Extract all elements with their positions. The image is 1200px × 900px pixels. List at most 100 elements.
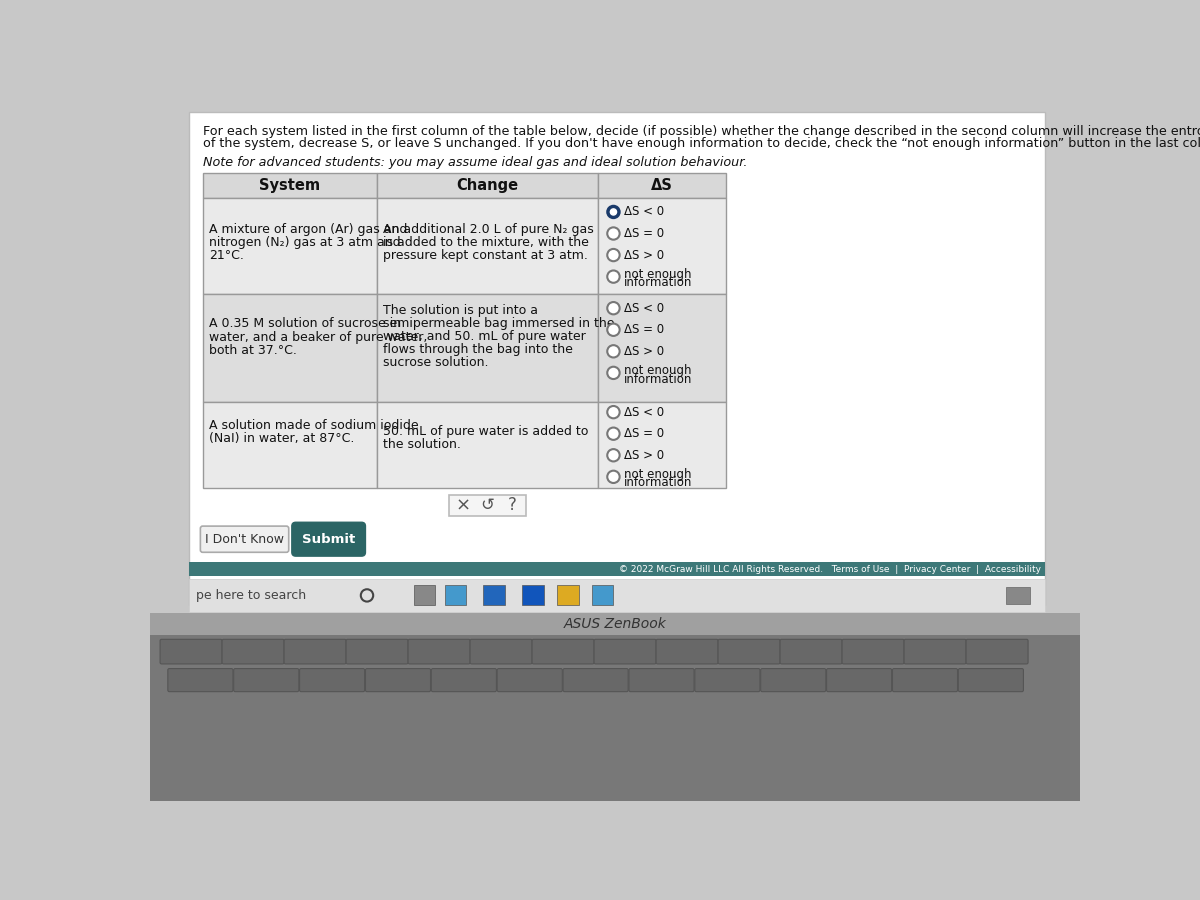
Text: flows through the bag into the: flows through the bag into the <box>383 343 574 356</box>
Circle shape <box>607 302 619 314</box>
Text: ASUS ZenBook: ASUS ZenBook <box>564 616 666 631</box>
Text: information: information <box>624 476 692 490</box>
Circle shape <box>607 366 619 379</box>
FancyBboxPatch shape <box>470 639 532 664</box>
Text: ΔS = 0: ΔS = 0 <box>624 227 665 240</box>
Circle shape <box>607 428 619 440</box>
Circle shape <box>607 406 619 419</box>
Text: not enough: not enough <box>624 268 691 281</box>
Bar <box>377 402 598 489</box>
Text: (NaI) in water, at 87°C.: (NaI) in water, at 87°C. <box>209 432 354 446</box>
Text: water, and 50. mL of pure water: water, and 50. mL of pure water <box>383 329 586 343</box>
Bar <box>1007 587 1030 604</box>
Bar <box>377 294 598 402</box>
Text: I Don't Know: I Don't Know <box>205 533 284 545</box>
Text: ΔS: ΔS <box>650 178 673 194</box>
FancyBboxPatch shape <box>234 669 299 692</box>
Bar <box>449 494 527 516</box>
Text: Change: Change <box>456 178 518 194</box>
FancyBboxPatch shape <box>408 639 470 664</box>
FancyBboxPatch shape <box>200 526 289 553</box>
Bar <box>598 294 726 402</box>
FancyBboxPatch shape <box>431 669 497 692</box>
Text: 21°C.: 21°C. <box>209 249 244 262</box>
Text: 50. mL of pure water is added to: 50. mL of pure water is added to <box>383 425 589 438</box>
Text: not enough: not enough <box>624 364 691 377</box>
Text: ΔS < 0: ΔS < 0 <box>624 205 665 219</box>
Bar <box>557 585 578 606</box>
FancyBboxPatch shape <box>284 639 346 664</box>
Text: pressure kept constant at 3 atm.: pressure kept constant at 3 atm. <box>383 249 588 262</box>
FancyBboxPatch shape <box>497 669 563 692</box>
Circle shape <box>607 346 619 357</box>
Bar <box>444 585 466 606</box>
Text: ?: ? <box>508 496 517 514</box>
Bar <box>188 580 1045 612</box>
Bar <box>414 585 436 606</box>
Text: water, and a beaker of pure water,: water, and a beaker of pure water, <box>209 330 427 344</box>
Text: System: System <box>259 178 320 194</box>
Text: For each system listed in the first column of the table below, decide (if possib: For each system listed in the first colu… <box>203 125 1200 138</box>
Text: © 2022 McGraw Hill LLC All Rights Reserved.   Terms of Use  |  Privacy Center  |: © 2022 McGraw Hill LLC All Rights Reserv… <box>619 564 1042 573</box>
Text: A 0.35 M solution of sucrose in: A 0.35 M solution of sucrose in <box>209 318 401 330</box>
FancyBboxPatch shape <box>842 639 904 664</box>
FancyBboxPatch shape <box>893 669 958 692</box>
Circle shape <box>607 271 619 283</box>
Bar <box>188 112 1045 605</box>
Text: information: information <box>624 276 692 289</box>
Text: sucrose solution.: sucrose solution. <box>383 356 488 369</box>
FancyBboxPatch shape <box>532 639 594 664</box>
Circle shape <box>607 324 619 336</box>
Text: information: information <box>624 373 692 385</box>
FancyBboxPatch shape <box>780 639 842 664</box>
Circle shape <box>607 471 619 483</box>
FancyBboxPatch shape <box>168 669 233 692</box>
Bar <box>484 585 505 606</box>
Text: of the system, decrease S, or leave S unchanged. If you don't have enough inform: of the system, decrease S, or leave S un… <box>203 138 1200 150</box>
Bar <box>592 585 613 606</box>
Text: ΔS = 0: ΔS = 0 <box>624 428 665 440</box>
Circle shape <box>607 249 619 261</box>
Bar <box>598 198 726 294</box>
FancyBboxPatch shape <box>300 669 365 692</box>
Circle shape <box>607 206 619 218</box>
Text: ΔS > 0: ΔS > 0 <box>624 449 665 462</box>
Bar <box>203 294 377 402</box>
Text: Note for advanced students: you may assume ideal gas and ideal solution behaviou: Note for advanced students: you may assu… <box>203 156 748 168</box>
FancyBboxPatch shape <box>695 669 760 692</box>
Circle shape <box>607 449 619 462</box>
Bar <box>150 613 1080 634</box>
Text: both at 37.°C.: both at 37.°C. <box>209 344 296 356</box>
Text: The solution is put into a: The solution is put into a <box>383 303 539 317</box>
Text: A mixture of argon (Ar) gas and: A mixture of argon (Ar) gas and <box>209 222 407 236</box>
Bar <box>203 402 377 489</box>
Text: the solution.: the solution. <box>383 438 461 451</box>
FancyBboxPatch shape <box>656 639 718 664</box>
FancyBboxPatch shape <box>761 669 826 692</box>
FancyBboxPatch shape <box>366 669 431 692</box>
FancyBboxPatch shape <box>563 669 628 692</box>
FancyBboxPatch shape <box>959 669 1024 692</box>
Text: ×: × <box>455 496 470 514</box>
Text: ΔS < 0: ΔS < 0 <box>624 302 665 315</box>
Bar <box>598 174 726 198</box>
Text: semipermeable bag immersed in the: semipermeable bag immersed in the <box>383 317 614 329</box>
Text: ΔS > 0: ΔS > 0 <box>624 345 665 358</box>
FancyBboxPatch shape <box>222 639 284 664</box>
Text: ΔS < 0: ΔS < 0 <box>624 406 665 419</box>
Text: ΔS = 0: ΔS = 0 <box>624 323 665 337</box>
Text: An additional 2.0 L of pure N₂ gas: An additional 2.0 L of pure N₂ gas <box>383 222 594 236</box>
Bar <box>203 198 377 294</box>
Text: nitrogen (N₂) gas at 3 atm and: nitrogen (N₂) gas at 3 atm and <box>209 236 401 248</box>
Bar <box>150 634 1080 801</box>
FancyBboxPatch shape <box>292 522 366 556</box>
FancyBboxPatch shape <box>827 669 892 692</box>
Text: Submit: Submit <box>302 533 355 545</box>
FancyBboxPatch shape <box>966 639 1028 664</box>
Bar <box>377 198 598 294</box>
Circle shape <box>611 209 617 215</box>
Text: pe here to search: pe here to search <box>197 589 307 602</box>
Text: not enough: not enough <box>624 468 691 481</box>
FancyBboxPatch shape <box>594 639 656 664</box>
Text: ΔS > 0: ΔS > 0 <box>624 248 665 262</box>
